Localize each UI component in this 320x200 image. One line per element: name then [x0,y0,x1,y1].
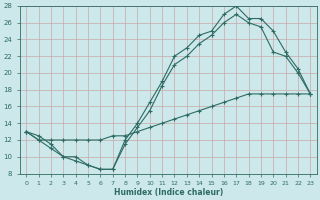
X-axis label: Humidex (Indice chaleur): Humidex (Indice chaleur) [114,188,223,197]
